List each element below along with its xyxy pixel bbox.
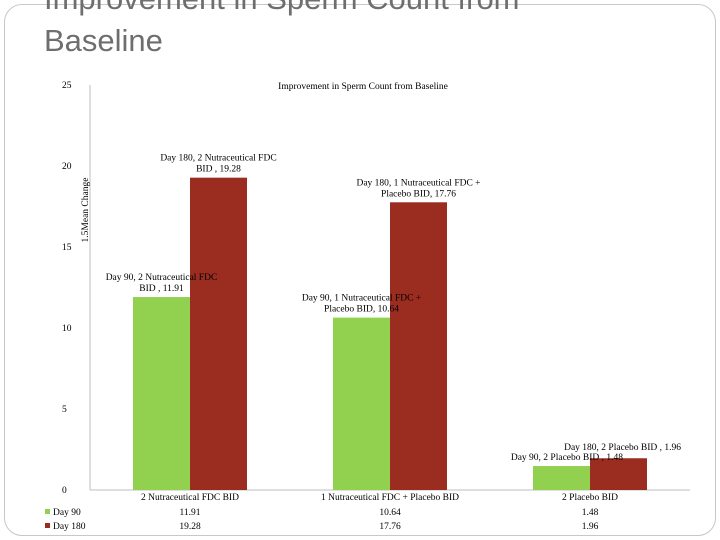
y-tick-label: 25 xyxy=(62,81,72,91)
data-label: Day 180, 1 Nutraceutical FDC + Placebo BI… xyxy=(356,178,480,199)
y-tick-label: 5 xyxy=(62,405,67,415)
table-cell: 19.28 xyxy=(179,522,201,532)
bar-day-180 xyxy=(190,177,247,490)
bar-day-180 xyxy=(590,458,647,490)
legend-swatch xyxy=(45,523,50,528)
category-label: 1 Nutraceutical FDC + Placebo BID xyxy=(321,493,459,503)
data-label: Day 180, 2 Placebo BID , 1.96 xyxy=(564,443,681,453)
chart-bars xyxy=(133,177,647,490)
category-label: 2 Placebo BID xyxy=(562,493,618,503)
category-label: 2 Nutraceutical FDC BID xyxy=(141,493,239,503)
chart-data-labels: Day 90, 2 Nutraceutical FDC BID , 11.91 Da… xyxy=(106,154,682,463)
bar-day-90 xyxy=(333,317,390,490)
table-cell: 17.76 xyxy=(379,522,401,532)
y-tick-label: 20 xyxy=(62,162,72,172)
chart-data-table: 2 Nutraceutical FDC BID 1 Nutraceutical F… xyxy=(45,493,618,532)
table-cell: 11.91 xyxy=(179,508,200,518)
y-tick-label: 15 xyxy=(62,243,72,253)
data-label: Day 90, 2 Nutraceutical FDC BID , 11.91 xyxy=(106,273,218,294)
legend-label: Day 90 xyxy=(53,508,81,518)
legend-label: Day 180 xyxy=(53,522,86,532)
slide-frame xyxy=(4,4,716,536)
legend-swatch xyxy=(45,509,50,514)
slide-title: Improvement in Sperm Count from Baseline xyxy=(44,0,520,58)
table-cell: 10.64 xyxy=(379,508,401,518)
table-cell: 1.96 xyxy=(582,522,599,532)
bar-day-90 xyxy=(533,466,590,490)
y-tick-label: 0 xyxy=(62,486,67,496)
data-label: Day 180, 2 Nutraceutical FDC BID , 19.28 xyxy=(160,154,276,175)
bar-day-90 xyxy=(133,297,190,490)
data-label: Day 90, 1 Nutraceutical FDC + Placebo BID… xyxy=(302,294,421,315)
y-tick-label: 10 xyxy=(62,324,72,334)
chart-title: Improvement in Sperm Count from Baseline xyxy=(278,81,448,92)
bar-day-180 xyxy=(390,202,447,490)
y-axis-label: 1.5Mean Change xyxy=(81,178,91,243)
table-cell: 1.48 xyxy=(582,508,599,518)
data-label: Day 90, 2 Placebo BID , 1.48 xyxy=(511,453,623,463)
